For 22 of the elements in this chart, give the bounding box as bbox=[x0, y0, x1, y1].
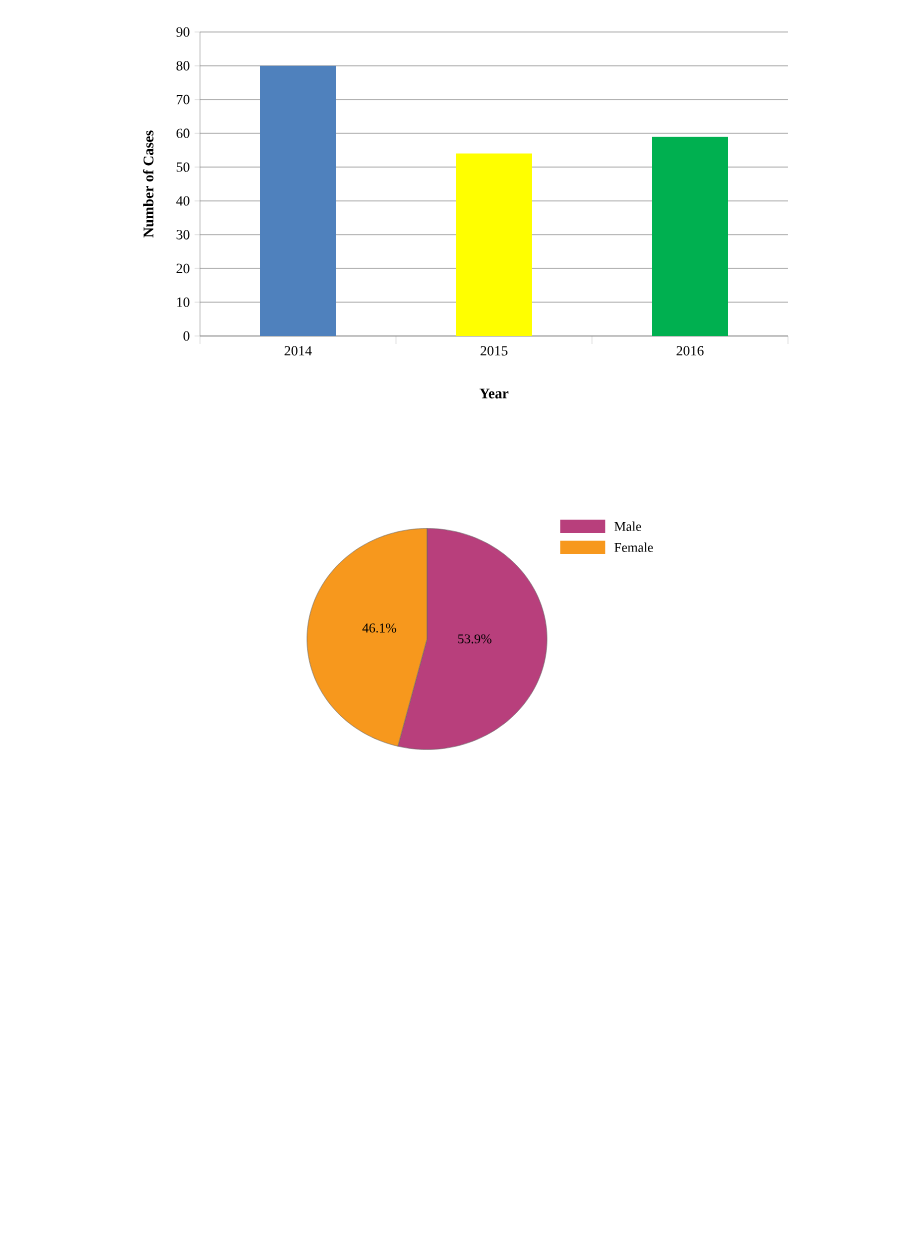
bar bbox=[652, 136, 728, 336]
bar bbox=[456, 153, 532, 336]
x-tick-label: 2016 bbox=[676, 346, 704, 356]
y-tick-label: 10 bbox=[177, 297, 190, 307]
y-tick-label: 30 bbox=[176, 229, 190, 240]
legend-label: Female bbox=[614, 542, 653, 552]
legend-label: Male bbox=[614, 521, 642, 531]
data-label: 46.1% bbox=[362, 623, 397, 633]
y-tick-label: 20 bbox=[176, 263, 190, 274]
y-tick-label: 90 bbox=[176, 27, 190, 37]
y-axis-title: Number of Cases bbox=[142, 130, 154, 238]
y-tick-label: 0 bbox=[183, 331, 190, 341]
y-tick-label: 40 bbox=[176, 196, 190, 206]
y-tick-label: 50 bbox=[176, 162, 190, 172]
x-axis-title: Year bbox=[479, 388, 509, 399]
data-label: 53.9% bbox=[458, 634, 492, 644]
y-tick-label: 80 bbox=[176, 61, 190, 71]
x-tick-label: 2015 bbox=[480, 346, 508, 356]
y-tick-label: 70 bbox=[176, 94, 190, 105]
y-tick-label: 60 bbox=[176, 128, 190, 139]
x-tick-label: 2014 bbox=[284, 346, 312, 356]
bar bbox=[260, 65, 336, 336]
